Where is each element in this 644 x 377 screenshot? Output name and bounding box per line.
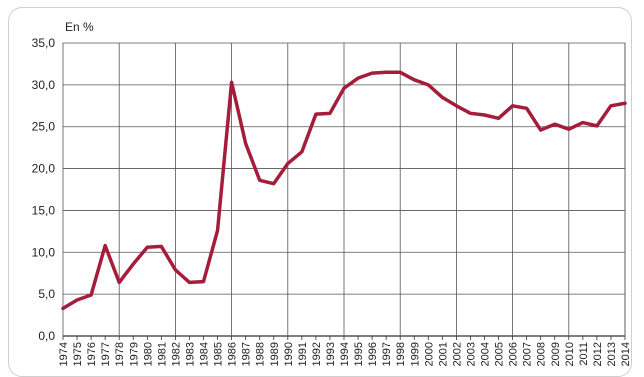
x-tick-label: 1985 [213,342,225,366]
x-tick-label: 1982 [170,342,182,366]
data-point [75,298,79,302]
x-tick-label: 1998 [395,342,407,366]
data-point [483,113,486,117]
x-tick-label: 1983 [184,342,196,366]
data-point [441,96,444,99]
y-tick-label: 15,0 [32,203,56,217]
data-point [469,112,472,115]
x-tick-label: 1993 [325,342,337,366]
x-tick-label: 2006 [508,342,520,366]
y-tick-label: 20,0 [32,162,56,176]
y-tick-label: 0,0 [38,329,55,343]
x-tick-label: 2008 [536,342,548,366]
x-tick-label: 1986 [227,342,239,366]
x-tick-label: 1980 [142,342,154,366]
series-group [61,70,627,311]
x-tick-label: 1991 [297,342,309,366]
data-point [525,107,528,110]
y-tick-label: 5,0 [38,287,55,301]
x-tick-label: 1995 [353,342,365,366]
data-point [413,78,416,82]
x-tick-label: 1984 [199,342,211,366]
data-point [61,307,65,310]
y-tick-label: 25,0 [32,120,56,134]
x-tick-label: 2014 [620,342,632,366]
x-tick-label: 2001 [437,342,449,366]
data-point [399,71,402,74]
x-tick-label: 1981 [156,342,168,366]
data-point [356,76,360,80]
chart-frame [8,7,632,377]
data-point [427,83,430,87]
y-unit-label: En % [65,20,94,34]
x-tick-label: 1976 [86,342,98,366]
x-tick-label: 1978 [114,342,126,366]
data-point [202,280,205,283]
x-tick-label: 2002 [451,342,463,366]
grid-lines [62,42,626,340]
x-tick-label: 1988 [255,342,267,366]
data-point [258,179,261,182]
data-point [103,244,107,247]
data-point [328,112,332,115]
x-tick-label: 1992 [311,342,323,366]
data-point [567,128,570,131]
data-point [581,121,585,124]
data-point [174,268,177,272]
data-point [188,281,191,284]
data-point [342,87,346,90]
data-point [553,123,556,126]
x-tick-label: 2010 [564,342,576,366]
y-tick-label: 10,0 [32,245,56,259]
data-point [216,229,219,232]
data-point [539,128,542,132]
data-point [314,112,318,116]
x-tick-label: 1999 [409,342,421,366]
data-point [370,71,374,75]
data-point [146,246,149,249]
x-tick-label: 2013 [606,342,618,366]
x-tick-label: 1997 [381,342,393,366]
x-tick-label: 2003 [465,342,477,366]
data-point [497,117,500,120]
x-tick-label: 2012 [592,342,604,366]
x-tick-label: 1990 [283,342,295,366]
data-point [384,71,388,74]
x-tick-label: 1987 [241,342,253,366]
x-tick-label: 1996 [367,342,379,366]
data-point [595,124,599,128]
data-point [272,182,275,185]
data-point [609,104,613,107]
y-tick-label: 30,0 [32,78,56,92]
x-tick-label: 1974 [58,342,70,366]
x-tick-label: 2000 [423,342,435,366]
x-tick-label: 1975 [72,342,84,366]
x-tick-label: 1979 [128,342,140,366]
y-tick-labels: 0,0 5,0 10,0 15,0 20,0 25,0 30,0 35,0 [32,36,56,343]
x-tick-labels: 1974 1975 1976 1977 1978 1979 1980 1981 1982 1983… [58,342,632,366]
x-tick-label: 2009 [550,342,562,366]
x-tick-label: 2004 [480,342,492,366]
x-tick-label: 2011 [578,342,590,366]
x-tick-label: 1994 [339,342,351,366]
x-tick-label: 2005 [494,342,506,366]
data-point [230,81,233,84]
data-point [118,281,121,284]
data-point [244,142,247,145]
y-tick-label: 35,0 [32,36,56,50]
data-point [300,150,304,154]
data-point [89,293,93,297]
x-tick-label: 1989 [269,342,281,366]
data-point [455,104,458,107]
data-point [623,102,627,105]
data-point [511,104,514,107]
x-tick-label: 1977 [100,342,112,366]
data-point [160,245,163,248]
data-point [286,162,289,165]
x-tick-label: 2007 [522,342,534,366]
data-point [132,262,135,266]
